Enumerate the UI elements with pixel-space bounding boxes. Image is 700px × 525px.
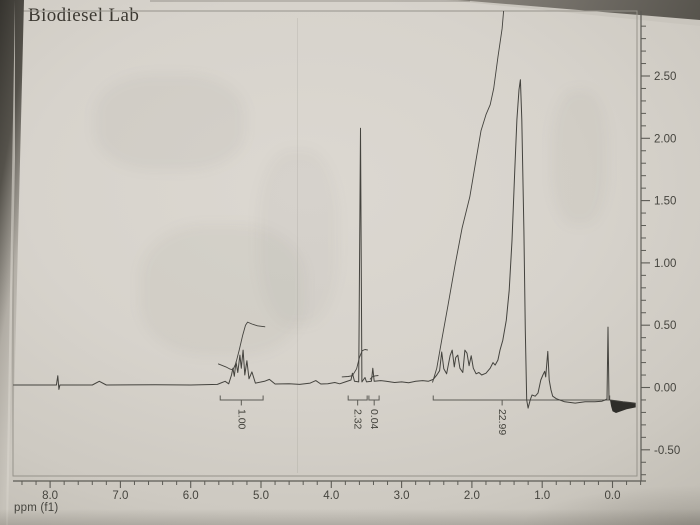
integral-value-label: 0.04 (368, 409, 380, 430)
y-axis-tick-label: 1.50 (654, 196, 676, 208)
x-axis-tick-label: 0.0 (605, 490, 621, 502)
y-axis-tick-label: 0.00 (654, 383, 676, 395)
integral-value-label: 2.32 (352, 409, 364, 430)
x-axis-tick-label: 4.0 (323, 490, 339, 502)
integral-trace (217, 321, 266, 371)
page-title: Biodiesel Lab (28, 5, 140, 26)
x-axis-tick-label: 1.0 (534, 490, 550, 502)
x-axis-tick-label: 2.0 (464, 490, 480, 502)
y-axis-tick-label: 2.00 (654, 133, 676, 145)
x-axis-label: ppm (f1) (14, 502, 59, 514)
baseline-artifact-fill (610, 400, 636, 413)
x-axis-tick-label: 3.0 (394, 490, 410, 502)
trace-group (13, 11, 636, 413)
integral-value-label: 22.99 (496, 409, 508, 435)
integral-trace (369, 375, 379, 380)
x-axis-tick-label: 5.0 (253, 490, 269, 502)
integral-value-label: 1.00 (235, 409, 247, 430)
integral-bracket (347, 395, 368, 401)
x-axis-tick-label: 7.0 (112, 490, 128, 502)
y-axis-tick-label: 2.50 (654, 71, 676, 83)
integral-bracket (368, 395, 380, 401)
y-axis-tick-label: 0.50 (654, 320, 676, 332)
x-axis-tick-label: 6.0 (183, 490, 199, 502)
x-axis-tick-label: 8.0 (42, 490, 58, 502)
y-axis-tick-label: 1.00 (654, 258, 676, 270)
integral-bracket (219, 395, 264, 401)
integral-trace (432, 11, 505, 383)
y-axis-tick-label: -0.50 (654, 445, 680, 457)
integral-bracket (432, 395, 611, 401)
integral-trace (341, 349, 368, 378)
spectrum-trace (13, 79, 636, 409)
plot-border (12, 10, 638, 477)
